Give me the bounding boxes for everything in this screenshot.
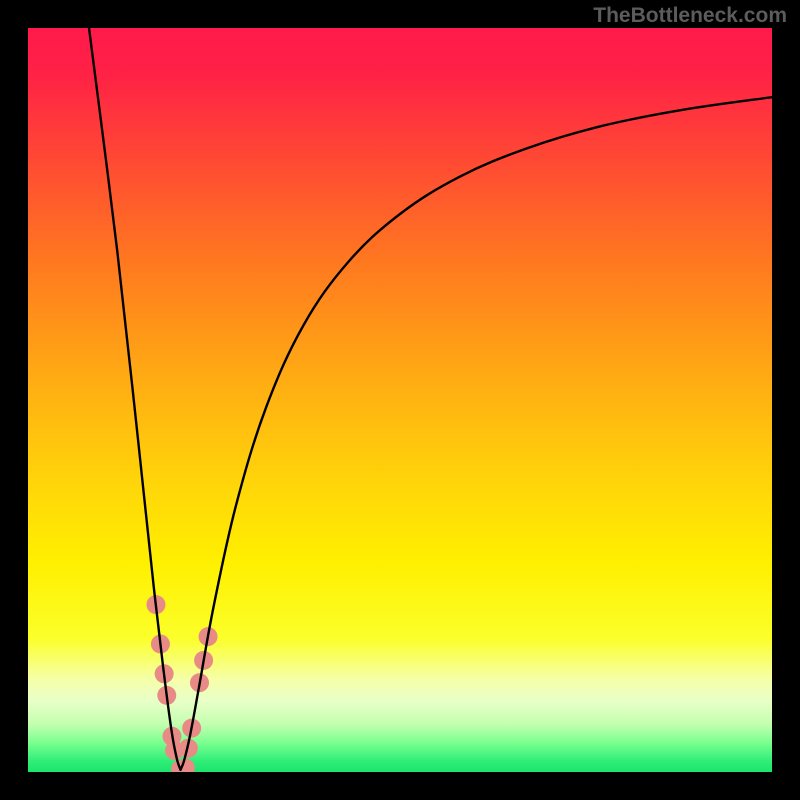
plot-area [28, 28, 772, 772]
bottleneck-curve [28, 28, 772, 772]
curve-left-branch [89, 28, 181, 770]
chart-frame: TheBottleneck.com [0, 0, 800, 800]
watermark-text: TheBottleneck.com [593, 4, 787, 28]
curve-right-branch [181, 97, 772, 770]
